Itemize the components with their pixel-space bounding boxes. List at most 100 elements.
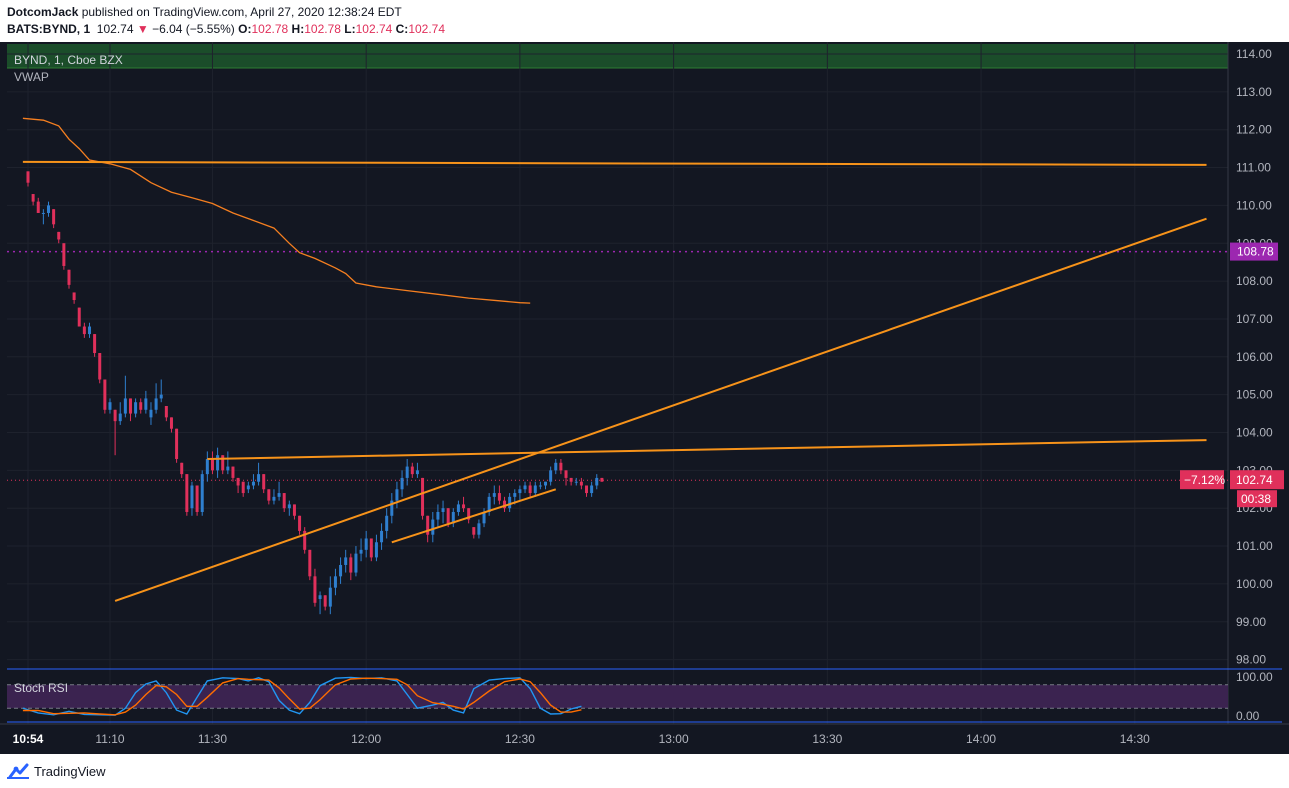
candle-body bbox=[395, 489, 399, 501]
candle-body bbox=[421, 477, 425, 516]
candle-body bbox=[113, 409, 117, 422]
tradingview-cloud-icon bbox=[7, 763, 29, 779]
candle-body bbox=[564, 470, 568, 478]
stoch-k-line bbox=[22, 676, 582, 716]
chart-header: DotcomJack published on TradingView.com,… bbox=[0, 0, 1289, 42]
candle-body bbox=[497, 493, 501, 501]
purple-level-badge bbox=[1230, 242, 1278, 261]
candle-body bbox=[426, 515, 430, 535]
candle-body bbox=[585, 485, 589, 494]
candle-body bbox=[93, 334, 97, 354]
candle-body bbox=[503, 500, 507, 509]
candle-body bbox=[287, 504, 291, 509]
price-tick-label: 108.00 bbox=[1236, 274, 1273, 288]
candle-body bbox=[508, 496, 512, 509]
price-change: −6.04 (−5.55%) bbox=[152, 22, 235, 36]
candle-body bbox=[364, 538, 368, 550]
candle-body bbox=[303, 530, 307, 550]
author-name[interactable]: DotcomJack bbox=[7, 5, 79, 19]
trendline[interactable] bbox=[391, 488, 557, 544]
candle-body bbox=[595, 477, 599, 486]
purple-level-badge-label: 108.78 bbox=[1237, 245, 1274, 259]
candle-body bbox=[149, 409, 153, 418]
candle-body bbox=[344, 557, 348, 565]
candle-body bbox=[262, 474, 266, 490]
candle-body bbox=[52, 209, 56, 225]
time-tick-label: 12:00 bbox=[351, 732, 381, 746]
time-tick-label: 11:30 bbox=[198, 732, 227, 746]
trendline[interactable] bbox=[114, 217, 1207, 602]
candle-body bbox=[72, 292, 76, 301]
candle-body bbox=[308, 549, 312, 577]
candle-body bbox=[349, 557, 353, 573]
candle-body bbox=[385, 515, 389, 531]
price-tick-label: 107.00 bbox=[1236, 312, 1273, 326]
candle-body bbox=[231, 466, 235, 478]
trendline[interactable] bbox=[22, 160, 1207, 166]
candle-body bbox=[369, 538, 373, 558]
candle-body bbox=[282, 493, 286, 509]
candle-body bbox=[472, 527, 476, 535]
candle-body bbox=[374, 542, 378, 558]
chart-footer: TradingView bbox=[0, 754, 1289, 788]
vwap-label: VWAP bbox=[14, 70, 49, 84]
symbol-title: BYND, 1, Cboe BZX bbox=[14, 53, 123, 67]
candle-body bbox=[169, 417, 173, 429]
candle-body bbox=[175, 428, 179, 459]
last-price-badge bbox=[1230, 470, 1284, 490]
candle-body bbox=[513, 493, 517, 497]
time-tick-label: 10:54 bbox=[13, 732, 44, 746]
candle-body bbox=[415, 470, 419, 475]
high-value: 102.78 bbox=[304, 22, 341, 36]
time-tick-label: 13:30 bbox=[812, 732, 842, 746]
trendline[interactable] bbox=[207, 439, 1207, 460]
last-price: 102.74 bbox=[96, 22, 134, 36]
candle-body bbox=[528, 485, 532, 494]
change-pct-badge bbox=[1180, 470, 1224, 490]
price-tick-label: 100.00 bbox=[1236, 577, 1273, 591]
candle-body bbox=[159, 394, 163, 399]
price-tick-label: 114.00 bbox=[1236, 47, 1272, 61]
stoch-rsi-label: Stoch RSI bbox=[14, 681, 68, 695]
change-pct-badge-label: −7.12% bbox=[1184, 473, 1225, 487]
candle-body bbox=[298, 515, 302, 531]
candle-body bbox=[451, 511, 455, 524]
candle-body bbox=[62, 243, 66, 266]
publish-info: DotcomJack published on TradingView.com,… bbox=[7, 5, 402, 19]
price-tick-label: 99.00 bbox=[1236, 615, 1266, 629]
candle-body bbox=[267, 489, 271, 501]
candle-body bbox=[323, 595, 327, 607]
osc-tick-label: 100.00 bbox=[1236, 670, 1273, 684]
price-tick-label: 105.00 bbox=[1236, 388, 1273, 402]
candle-body bbox=[354, 553, 358, 573]
tradingview-logo[interactable]: TradingView bbox=[6, 761, 106, 781]
candle-body bbox=[31, 194, 35, 202]
candle-body bbox=[569, 477, 573, 482]
candle-body bbox=[77, 307, 81, 327]
candle-body bbox=[236, 477, 240, 486]
candle-body bbox=[544, 481, 548, 486]
publish-text: published on TradingView.com, April 27, … bbox=[78, 5, 402, 19]
candle-body bbox=[523, 485, 527, 490]
candle-body bbox=[390, 500, 394, 516]
low-label: L: bbox=[344, 22, 356, 36]
candle-body bbox=[41, 212, 45, 214]
candle-body bbox=[467, 508, 471, 520]
candle-body bbox=[216, 455, 220, 471]
candle-body bbox=[139, 402, 143, 410]
candle-body bbox=[431, 519, 435, 535]
price-tick-label: 112.00 bbox=[1236, 123, 1272, 137]
candle-body bbox=[272, 496, 276, 501]
candle-body bbox=[154, 398, 158, 410]
candle-body bbox=[108, 402, 112, 410]
candle-body bbox=[82, 326, 86, 335]
open-label: O: bbox=[238, 22, 252, 36]
high-label: H: bbox=[291, 22, 305, 36]
chart-area[interactable]: BYND, 1, Cboe BZX VWAP 98.00 99.00 100.00 101… bbox=[0, 42, 1289, 754]
candle-body bbox=[257, 474, 261, 482]
price-chart-svg[interactable]: BYND, 1, Cboe BZX VWAP 98.00 99.00 100.00 101… bbox=[0, 42, 1289, 754]
candle-body bbox=[446, 508, 450, 524]
candle-body bbox=[144, 398, 148, 410]
candle-body bbox=[410, 466, 414, 475]
candle-body bbox=[195, 485, 199, 512]
